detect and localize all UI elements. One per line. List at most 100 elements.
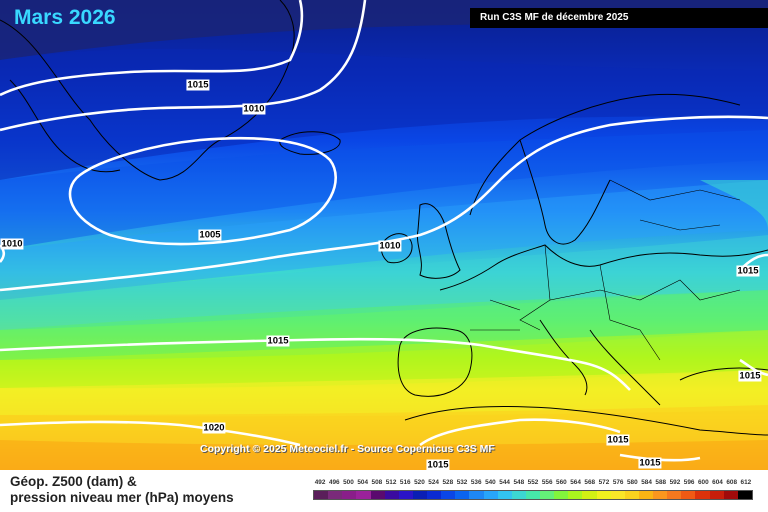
scale-swatch xyxy=(638,491,653,499)
scale-swatch xyxy=(441,491,456,499)
isobar-1005-low xyxy=(68,136,337,246)
scale-swatch xyxy=(469,491,484,499)
band-yellow xyxy=(0,370,768,417)
scale-swatch xyxy=(653,491,668,499)
scale-swatch xyxy=(384,491,399,499)
scale-swatch xyxy=(314,491,329,499)
scale-swatch xyxy=(667,491,682,499)
europe-coast xyxy=(439,244,768,291)
balkans-coast xyxy=(589,329,661,406)
isobar-label: 1015 xyxy=(638,457,662,469)
scale-label: 500 xyxy=(343,479,354,486)
scale-swatch xyxy=(554,491,569,499)
iberia-coast xyxy=(397,327,473,397)
isobar-label: 1020 xyxy=(202,422,226,434)
scale-label: 512 xyxy=(385,479,397,486)
scandinavia-coast xyxy=(469,93,741,245)
isobar-label: 1010 xyxy=(0,238,24,250)
scale-label: 516 xyxy=(399,479,411,486)
scale-label: 560 xyxy=(556,479,567,486)
scale-label: 608 xyxy=(726,479,738,486)
band-orange xyxy=(0,440,768,470)
isobar-1015-north xyxy=(0,0,304,97)
scale-label: 496 xyxy=(328,479,340,486)
scale-swatch xyxy=(568,491,583,499)
scale-swatch xyxy=(540,491,555,499)
scale-label: 548 xyxy=(513,479,525,486)
scale-swatch xyxy=(356,491,371,499)
scale-label: 584 xyxy=(641,479,652,486)
scale-label: 580 xyxy=(627,479,638,486)
map-title: Mars 2026 xyxy=(14,6,116,29)
scale-swatch xyxy=(398,491,413,499)
scale-swatch xyxy=(497,491,512,499)
scale-swatch xyxy=(681,491,696,499)
scale-swatch xyxy=(737,491,752,499)
scale-swatch xyxy=(582,491,597,499)
scale-label: 508 xyxy=(371,479,383,486)
scale-label: 600 xyxy=(697,479,709,486)
scale-label: 528 xyxy=(442,479,454,486)
borders xyxy=(470,179,741,361)
scale-label: 564 xyxy=(570,479,581,486)
uk-coast xyxy=(416,203,461,279)
isobar-label: 1010 xyxy=(378,240,402,252)
scale-label: 532 xyxy=(456,479,468,486)
scale-swatch xyxy=(342,491,357,499)
run-label: Run C3S MF de décembre 2025 xyxy=(470,8,768,28)
scale-swatch xyxy=(427,491,442,499)
scale-swatch xyxy=(412,491,427,499)
scale-label: 588 xyxy=(655,479,667,486)
scale-label: 596 xyxy=(683,479,695,486)
scale-swatch xyxy=(610,491,625,499)
scale-swatch xyxy=(596,491,611,499)
isobar-1015-south xyxy=(419,418,621,447)
turkey-coast xyxy=(679,367,768,381)
scale-label: 556 xyxy=(541,479,553,486)
isobar-label: 1015 xyxy=(426,459,450,471)
isobar-label: 1015 xyxy=(738,370,762,382)
isobar-label: 1010 xyxy=(242,103,266,115)
isobar-1020 xyxy=(0,420,301,447)
isobar-1015-se xyxy=(739,358,768,377)
scale-swatch xyxy=(723,491,738,499)
north-africa-coast xyxy=(404,405,768,436)
italy-coast xyxy=(539,319,588,396)
scale-label: 492 xyxy=(314,479,326,486)
scale-swatch xyxy=(511,491,526,499)
isobar-1010-north xyxy=(0,0,367,132)
isobar-label: 1015 xyxy=(266,335,290,347)
isobar-label: 1015 xyxy=(186,79,210,91)
scale-label: 524 xyxy=(428,479,439,486)
scale-swatch xyxy=(525,491,540,499)
scale-label: 612 xyxy=(740,479,752,486)
isobars xyxy=(0,0,768,460)
band-east-cyan xyxy=(700,180,768,230)
color-scale-bar xyxy=(313,490,753,500)
scale-swatch xyxy=(370,491,385,499)
band-blue xyxy=(0,130,768,250)
band-lime xyxy=(0,330,768,389)
copyright-text: Copyright © 2025 Meteociel.fr - Source C… xyxy=(200,443,495,455)
legend-line-2: pression niveau mer (hPa) moyens xyxy=(10,490,234,505)
scale-swatch xyxy=(328,491,343,499)
scale-swatch xyxy=(483,491,498,499)
scale-swatch xyxy=(695,491,710,499)
isobar-label: 1005 xyxy=(198,229,222,241)
weather-map xyxy=(0,0,768,470)
legend-line-1: Géop. Z500 (dam) & xyxy=(10,474,137,489)
scale-label: 540 xyxy=(485,479,496,486)
scale-swatch xyxy=(709,491,724,499)
band-cyan xyxy=(0,235,768,330)
coastlines xyxy=(0,0,768,436)
color-scale-labels: 492 496 500 504 508 512 516 520 524 528 532 536 540 5… xyxy=(313,479,753,489)
isobar-label: 1015 xyxy=(606,434,630,446)
scale-label: 504 xyxy=(357,479,369,486)
scale-label: 520 xyxy=(414,479,425,486)
isobar-label: 1015 xyxy=(736,265,760,277)
scale-label: 552 xyxy=(527,479,539,486)
scale-label: 592 xyxy=(669,479,681,486)
isobar-1010-central xyxy=(0,115,768,292)
scale-label: 536 xyxy=(470,479,482,486)
scale-label: 544 xyxy=(499,479,510,486)
